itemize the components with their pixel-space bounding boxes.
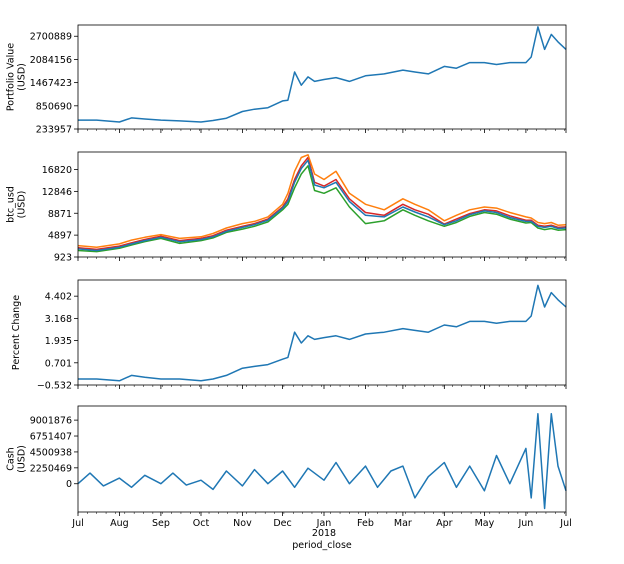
series-line-4	[77, 159, 567, 252]
x-tick-label: Sep	[152, 518, 170, 529]
y-tick-label: −0.532	[37, 381, 72, 392]
series-line-1	[77, 156, 567, 251]
x-tick-label: Mar	[394, 518, 412, 529]
y-tick-label: 2700889	[30, 32, 72, 43]
y-axis-label-line: btc_usd	[6, 186, 17, 223]
y-axis-label: Percent Change	[11, 295, 22, 370]
axes-frame	[77, 151, 567, 258]
y-axis-label-line: (USD)	[17, 191, 28, 219]
panel-1: 233957850690146742320841562700889Portfol…	[6, 24, 567, 136]
series-line-1	[78, 26, 567, 123]
series-line-3	[77, 165, 567, 253]
y-tick-label: 2084156	[30, 55, 72, 66]
y-tick-label: 8871	[48, 209, 72, 220]
axes-frame	[77, 405, 567, 513]
y-axis-label-line: Portfolio Value	[6, 43, 17, 111]
y-tick-label: 4500938	[30, 447, 72, 458]
series-line-1	[77, 413, 567, 510]
x-tick-label: Jul	[559, 518, 571, 529]
panel-2: 923 4897 8871 12846 16820 btc_usd(USD)	[6, 151, 567, 264]
x-tick-label: Jan	[316, 518, 332, 529]
series-line-1	[78, 284, 567, 382]
y-tick-label: 2250469	[30, 463, 72, 474]
panel-3: −0.532 0.701 1.935 3.168 4.402 Percent Change	[11, 279, 567, 392]
y-tick-label: 0	[66, 479, 72, 490]
axes-frame	[77, 279, 567, 386]
y-tick-label: 850690	[36, 101, 72, 112]
panel-4: 0 2250469 4500938 6751407 9001876 Cash(USD)	[6, 405, 567, 516]
y-tick-label: 12846	[42, 187, 72, 198]
x-tick-label: Oct	[193, 518, 210, 529]
y-axis-label: Portfolio Value(USD)	[6, 43, 28, 111]
series-line-2	[77, 154, 567, 248]
x-tick-label: Apr	[436, 518, 453, 529]
x-tick-label: Nov	[233, 518, 252, 529]
y-tick-label: 233957	[36, 125, 72, 136]
x-tick-label: Feb	[357, 518, 374, 529]
y-tick-label: 0.701	[45, 358, 72, 369]
y-tick-label: 4.402	[45, 292, 72, 303]
y-axis-label-line: (USD)	[17, 63, 28, 91]
y-tick-label: 4897	[48, 231, 72, 242]
x-year-label: 2018	[312, 528, 336, 539]
x-tick-label: Jul	[71, 518, 83, 529]
y-axis-label: btc_usd(USD)	[6, 186, 28, 223]
axes-frame	[77, 24, 567, 130]
y-axis-label-line: (USD)	[17, 445, 28, 473]
x-tick-label: Jun	[517, 518, 533, 529]
y-axis-label: Cash(USD)	[6, 445, 28, 473]
y-tick-label: 1.935	[45, 336, 72, 347]
x-tick-label: May	[475, 518, 495, 529]
y-tick-label: 3.168	[45, 314, 72, 325]
y-tick-label: 9001876	[30, 416, 72, 427]
y-tick-label: 1467423	[30, 78, 72, 89]
y-axis-label-line: Cash	[6, 447, 17, 470]
x-tick-label: Aug	[110, 518, 129, 529]
y-tick-label: 16820	[42, 165, 72, 176]
x-tick-label: Dec	[273, 518, 291, 529]
y-tick-label: 6751407	[30, 432, 72, 443]
y-tick-label: 923	[54, 253, 72, 264]
y-axis-label-line: Percent Change	[11, 295, 22, 370]
x-axis-label: period_close	[292, 540, 352, 551]
